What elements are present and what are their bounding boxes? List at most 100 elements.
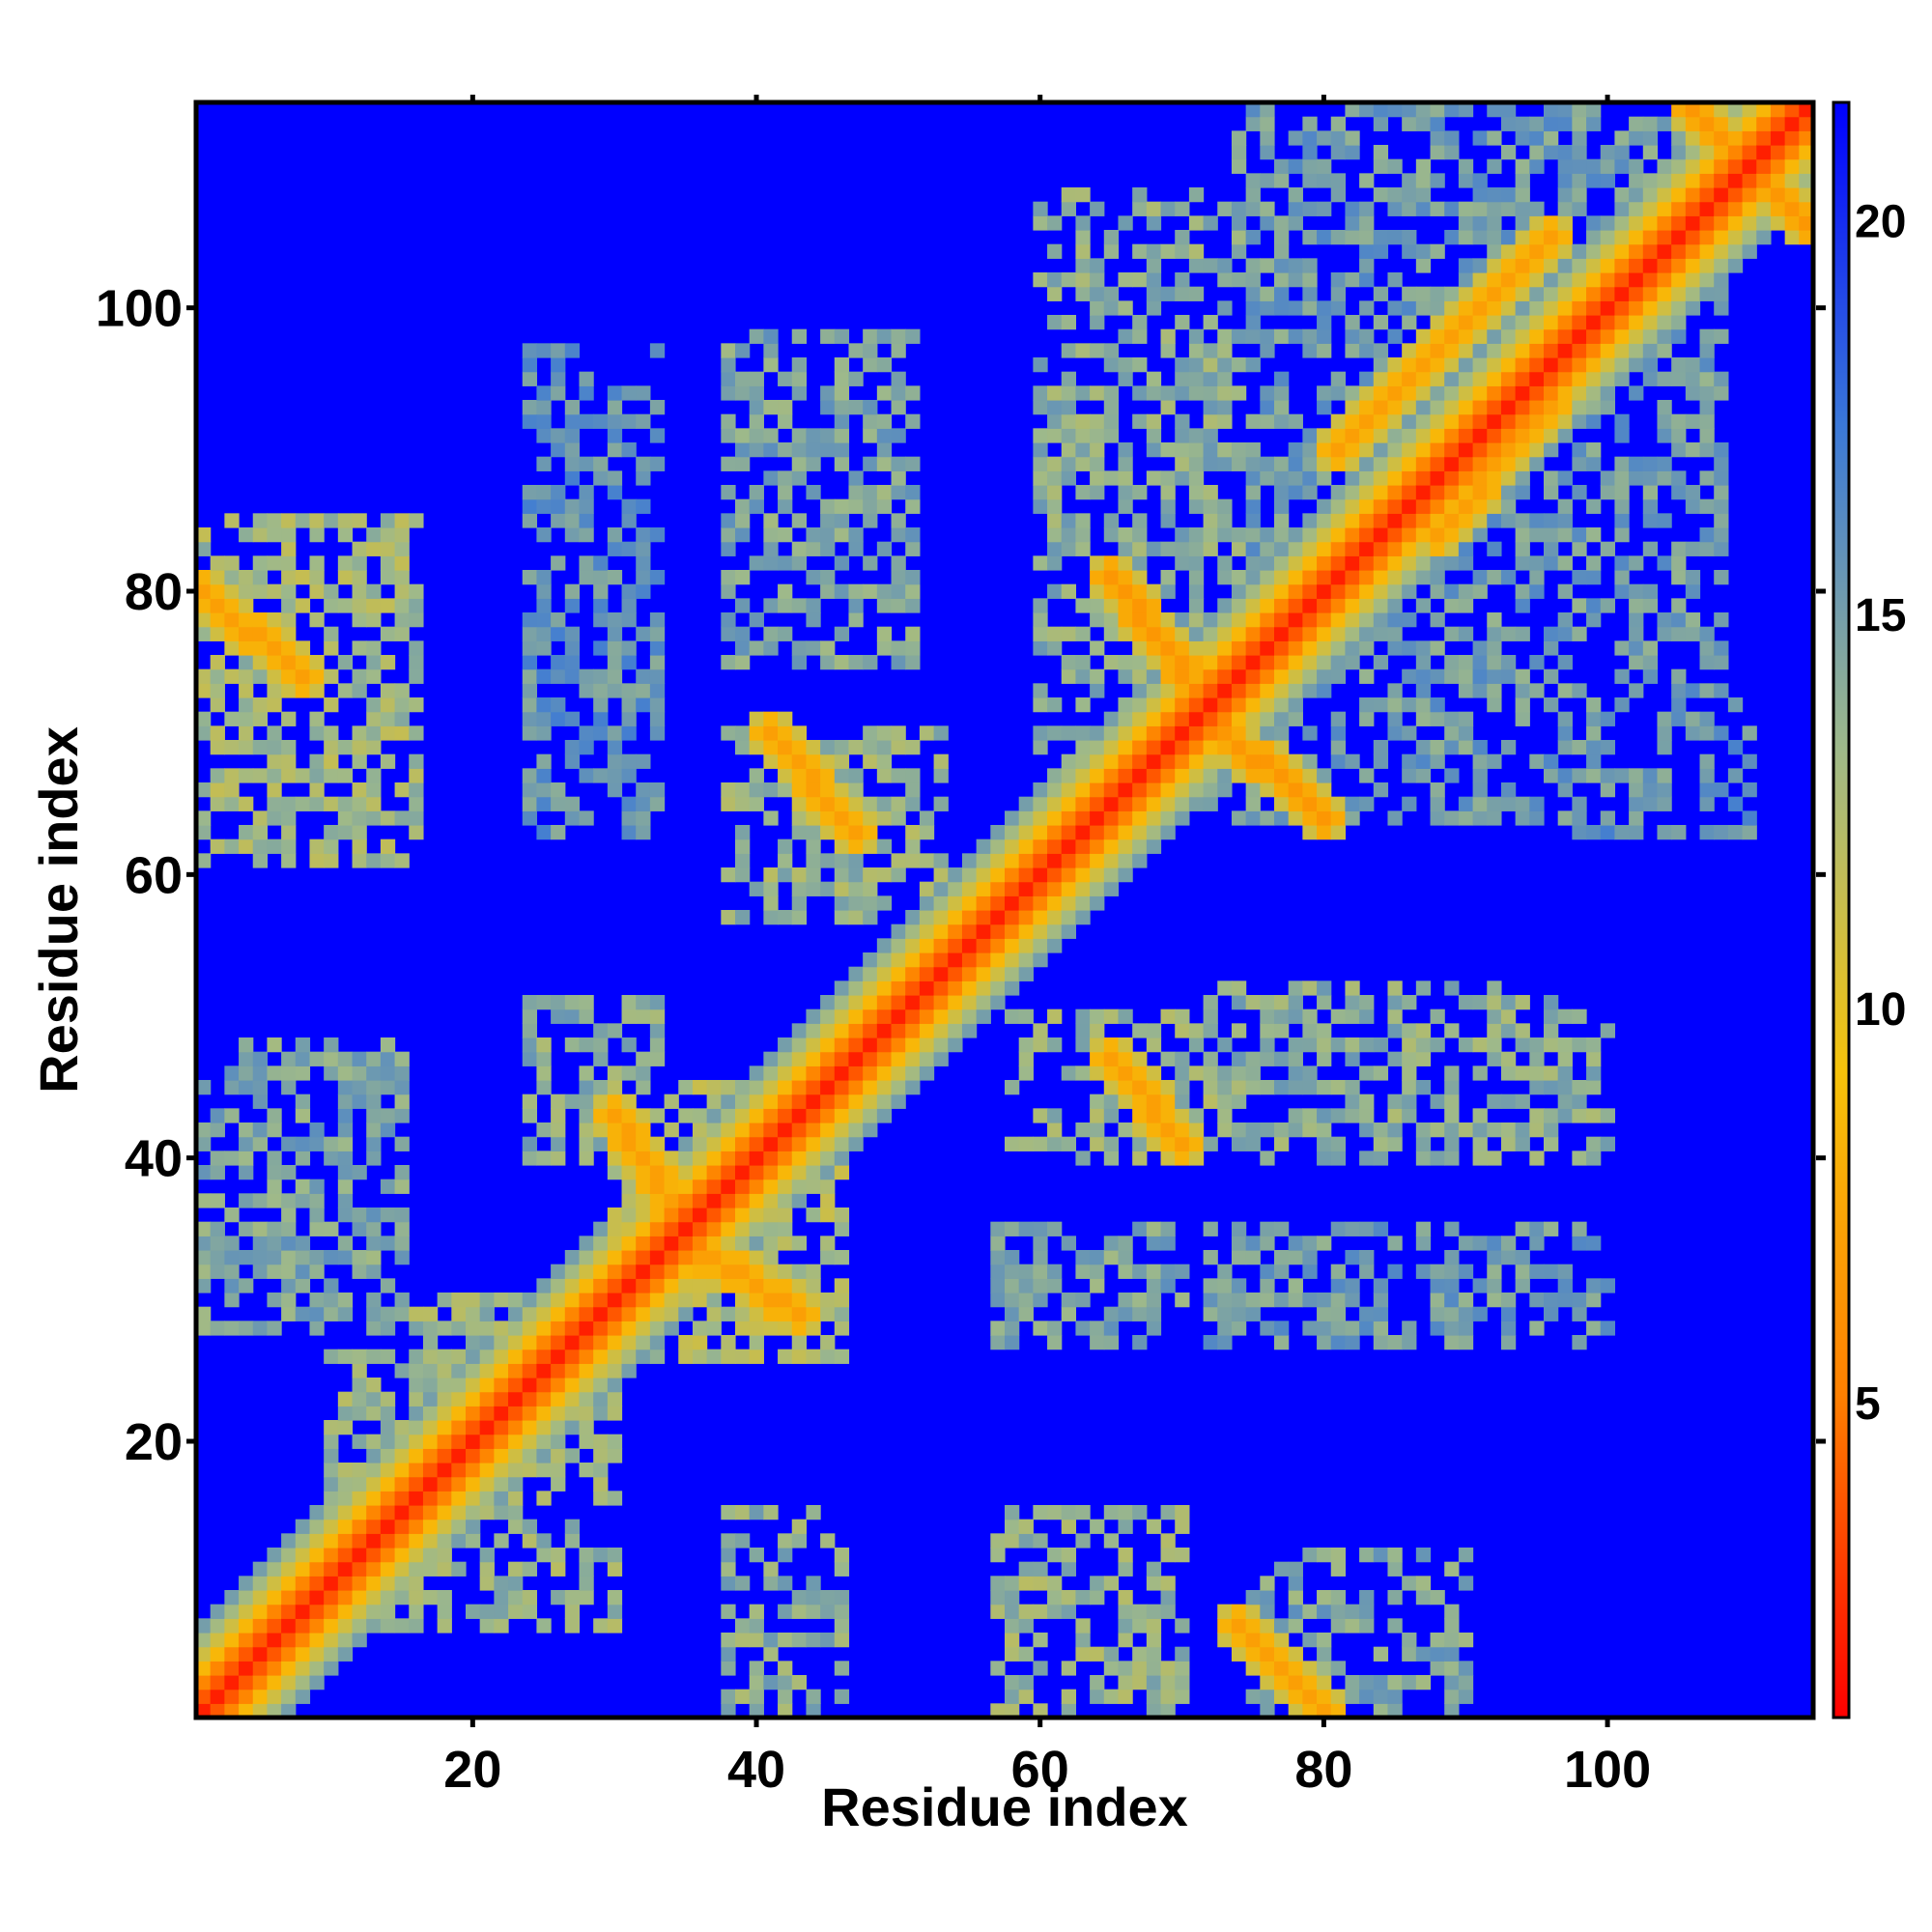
heatmap-cell xyxy=(1090,1264,1105,1279)
heatmap-cell xyxy=(848,995,864,1010)
heatmap-cell xyxy=(721,1633,736,1648)
heatmap-cell xyxy=(1387,385,1403,401)
heatmap-cell xyxy=(394,527,410,543)
heatmap-cell xyxy=(1132,201,1148,216)
heatmap-cell xyxy=(1572,796,1587,811)
heatmap-cell xyxy=(1061,1306,1077,1321)
heatmap-cell xyxy=(1260,740,1275,755)
heatmap-cell xyxy=(1330,1703,1347,1719)
heatmap-cell xyxy=(1075,187,1091,203)
heatmap-cell xyxy=(1245,442,1261,458)
heatmap-cell xyxy=(337,1208,354,1223)
heatmap-cell xyxy=(508,1604,524,1619)
heatmap-cell xyxy=(564,1618,581,1634)
heatmap-cell xyxy=(1500,1306,1517,1321)
heatmap-cell xyxy=(1345,1094,1360,1109)
heatmap-cell xyxy=(579,1306,594,1321)
heatmap-cell xyxy=(763,1165,779,1180)
heatmap-cell xyxy=(636,555,651,571)
heatmap-cell xyxy=(1529,286,1545,301)
heatmap-cell xyxy=(1274,527,1290,543)
heatmap-cell xyxy=(1231,328,1247,344)
heatmap-cell xyxy=(1742,145,1757,160)
heatmap-cell xyxy=(1359,768,1375,783)
heatmap-cell xyxy=(1146,1236,1162,1251)
heatmap-cell xyxy=(1487,485,1502,500)
heatmap-cell xyxy=(1274,1335,1290,1350)
heatmap-cell xyxy=(1018,1689,1034,1704)
heatmap-cell xyxy=(1430,428,1445,443)
heatmap-cell xyxy=(252,513,269,528)
heatmap-cell xyxy=(1245,286,1261,301)
heatmap-cell xyxy=(1458,1576,1474,1591)
heatmap-cell xyxy=(1699,187,1715,203)
heatmap-cell xyxy=(593,725,609,741)
heatmap-cell xyxy=(252,1193,269,1208)
heatmap-cell xyxy=(1118,555,1133,571)
heatmap-cell xyxy=(891,513,906,528)
heatmap-cell xyxy=(324,1420,339,1435)
heatmap-cell xyxy=(621,1349,637,1364)
heatmap-cell xyxy=(834,1633,850,1648)
heatmap-cell xyxy=(876,1108,893,1123)
heatmap-cell xyxy=(1132,315,1148,330)
heatmap-cell xyxy=(1770,130,1786,146)
heatmap-cell xyxy=(1629,598,1644,613)
heatmap-cell xyxy=(252,570,269,585)
heatmap-cell xyxy=(1373,1065,1389,1081)
heatmap-cell xyxy=(820,810,836,826)
heatmap-cell xyxy=(1614,343,1630,358)
heatmap-cell xyxy=(1402,1646,1417,1662)
heatmap-cell xyxy=(607,655,623,670)
heatmap-cell xyxy=(1146,782,1162,798)
heatmap-cell xyxy=(1629,201,1644,216)
heatmap-cell xyxy=(479,1363,495,1378)
heatmap-cell xyxy=(778,1576,793,1591)
heatmap-cell xyxy=(1317,1122,1332,1138)
heatmap-cell xyxy=(1515,385,1530,401)
heatmap-cell xyxy=(649,1278,666,1293)
heatmap-cell xyxy=(1544,1122,1559,1138)
heatmap-cell xyxy=(1018,923,1034,939)
heatmap-cell xyxy=(848,1080,864,1095)
heatmap-cell xyxy=(522,1051,538,1066)
heatmap-cell xyxy=(409,655,424,670)
heatmap-cell xyxy=(1033,598,1048,613)
heatmap-cell xyxy=(834,1037,850,1053)
heatmap-cell xyxy=(1444,498,1460,514)
heatmap-cell xyxy=(876,1023,893,1038)
heatmap-cell xyxy=(1415,116,1432,131)
heatmap-cell xyxy=(1500,498,1517,514)
heatmap-cell xyxy=(295,1236,311,1251)
heatmap-cell xyxy=(1472,1108,1488,1123)
heatmap-cell xyxy=(820,1208,836,1223)
heatmap-cell xyxy=(1288,555,1303,571)
heatmap-cell xyxy=(1231,272,1247,288)
heatmap-cell xyxy=(1274,711,1290,726)
heatmap-cell xyxy=(579,485,594,500)
heatmap-cell xyxy=(1345,400,1360,415)
heatmap-cell xyxy=(607,1264,623,1279)
heatmap-cell xyxy=(1557,768,1573,783)
heatmap-cell xyxy=(564,1250,581,1265)
heatmap-cell xyxy=(337,683,354,698)
heatmap-cell xyxy=(196,1278,212,1293)
heatmap-cell xyxy=(281,668,297,684)
heatmap-cell xyxy=(678,1193,694,1208)
heatmap-cell xyxy=(778,725,793,741)
heatmap-cell xyxy=(1132,1094,1148,1109)
heatmap-cell xyxy=(551,711,566,726)
heatmap-cell xyxy=(1402,315,1417,330)
heatmap-cell xyxy=(1302,583,1318,599)
heatmap-cell xyxy=(1217,668,1233,684)
heatmap-cell xyxy=(1090,1576,1105,1591)
heatmap-cell xyxy=(1515,541,1530,556)
heatmap-cell xyxy=(1671,102,1687,118)
heatmap-cell xyxy=(891,1065,906,1081)
heatmap-cell xyxy=(1614,315,1630,330)
heatmap-cell xyxy=(1600,272,1616,288)
heatmap-cell xyxy=(1699,173,1715,188)
heatmap-cell xyxy=(409,1391,424,1406)
heatmap-cell xyxy=(791,725,808,741)
heatmap-cell xyxy=(1714,470,1729,486)
